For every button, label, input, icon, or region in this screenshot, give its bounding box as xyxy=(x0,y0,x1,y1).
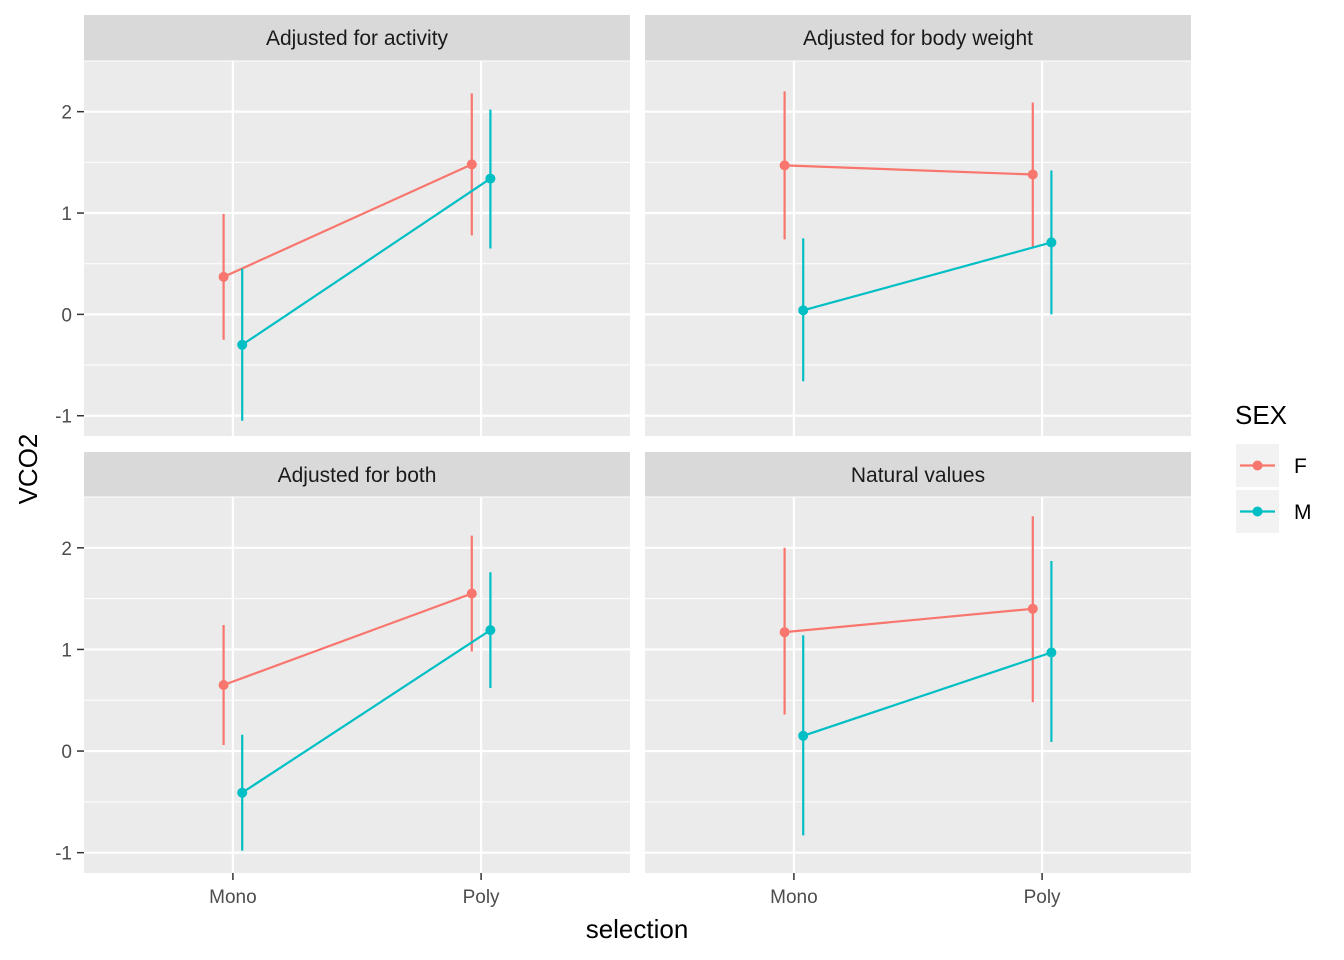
y-axis-title: VCO2 xyxy=(13,434,43,505)
data-point xyxy=(218,680,229,690)
series-F xyxy=(779,91,1038,247)
x-tick-label: Poly xyxy=(1024,887,1061,908)
facet-strip-label: Adjusted for activity xyxy=(266,27,449,50)
legend-title: SEX xyxy=(1235,400,1287,430)
data-point xyxy=(218,271,229,282)
data-point xyxy=(1046,237,1057,248)
panel: Adjusted for activity xyxy=(84,15,630,436)
legend-label: M xyxy=(1294,501,1312,524)
series-F xyxy=(218,535,477,745)
y-tick-label: -1 xyxy=(55,844,72,865)
facet-strip xyxy=(645,15,1191,61)
legend-items: FM xyxy=(1236,444,1312,533)
data-point xyxy=(798,730,809,741)
series-M xyxy=(237,109,496,421)
series-F xyxy=(218,93,477,340)
panel: Natural values xyxy=(645,452,1191,873)
legend-item-M: M xyxy=(1236,490,1312,533)
data-point xyxy=(466,588,477,599)
facet-strip-label: Adjusted for both xyxy=(278,464,437,487)
panel-background xyxy=(645,61,1191,436)
legend-label: F xyxy=(1294,455,1307,478)
data-point xyxy=(779,160,790,171)
x-tick-label: Poly xyxy=(463,887,500,908)
series-line xyxy=(802,651,1052,737)
series-line xyxy=(241,177,492,346)
series-line xyxy=(802,241,1052,312)
facet-strip-label: Natural values xyxy=(851,464,985,487)
facet-strip xyxy=(84,452,630,498)
data-point xyxy=(779,627,790,638)
data-point xyxy=(466,159,477,170)
series-line xyxy=(223,163,473,278)
data-point xyxy=(237,787,248,798)
panel-background xyxy=(84,497,630,873)
data-point xyxy=(1027,169,1038,180)
y-tick-label: 1 xyxy=(61,640,72,661)
y-tick-label: 0 xyxy=(61,742,72,763)
y-tick-label: -1 xyxy=(55,407,72,428)
series-line xyxy=(241,629,492,794)
facet-strip xyxy=(645,452,1191,498)
panel: Adjusted for both xyxy=(84,452,630,873)
x-axis-title: selection xyxy=(586,914,689,944)
facet-strip-label: Adjusted for body weight xyxy=(803,27,1033,50)
data-point xyxy=(798,305,809,316)
series-M xyxy=(798,561,1057,836)
panel: Adjusted for body weight xyxy=(645,15,1191,436)
series-line xyxy=(223,592,473,687)
y-tick-label: 2 xyxy=(61,103,72,124)
data-point xyxy=(237,339,248,350)
series-line xyxy=(784,607,1033,634)
y-tick-label: 0 xyxy=(61,305,72,326)
data-point xyxy=(485,173,496,184)
panel-background xyxy=(84,61,630,436)
y-tick-label: 2 xyxy=(61,539,72,560)
series-F xyxy=(779,516,1038,715)
series-M xyxy=(798,170,1057,382)
legend-key-point xyxy=(1252,460,1263,471)
y-axis-ticks: -1 0 1 2 -1 0 1 2 xyxy=(55,103,84,865)
x-tick-label: Mono xyxy=(770,887,818,908)
legend-item-F: F xyxy=(1236,444,1307,487)
x-tick-label: Mono xyxy=(209,887,257,908)
legend-key-point xyxy=(1252,506,1263,517)
x-axis-ticks: Mono Poly Mono Poly xyxy=(209,873,1061,908)
panel-background xyxy=(645,497,1191,873)
data-point xyxy=(1027,603,1038,614)
series-M xyxy=(237,572,496,851)
data-point xyxy=(485,625,496,636)
y-tick-label: 1 xyxy=(61,204,72,225)
series-line xyxy=(784,164,1033,176)
legend: SEX FM xyxy=(1235,400,1312,533)
data-point xyxy=(1046,647,1057,658)
panels: Adjusted for activity Adjusted for body w… xyxy=(84,15,1191,873)
facet-strip xyxy=(84,15,630,61)
